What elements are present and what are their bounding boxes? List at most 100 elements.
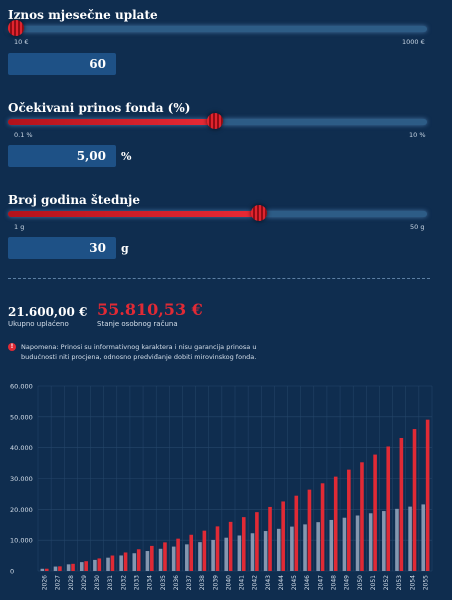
x-tick-label: 2029	[81, 575, 88, 590]
bar-balance	[425, 419, 430, 571]
bar-balance	[58, 566, 62, 571]
bar-balance	[399, 437, 404, 571]
y-tick-label: 10.000	[10, 537, 33, 545]
bar-paid	[263, 531, 268, 571]
bar-balance	[123, 552, 128, 571]
bar-balance	[307, 489, 312, 571]
y-tick-label: 40.000	[10, 444, 33, 452]
saving-years-unit: g	[121, 242, 129, 255]
x-tick-label: 2048	[331, 575, 338, 590]
saving-years-slider-fill	[8, 211, 260, 217]
x-tick-label: 2033	[134, 575, 141, 590]
bar-paid	[185, 544, 189, 571]
bar-balance	[97, 558, 102, 571]
bar-paid	[79, 562, 84, 571]
total-paid-value: 21.600,00 €	[8, 305, 88, 319]
x-tick-label: 2026	[42, 575, 49, 590]
bar-balance	[215, 526, 220, 571]
bar-paid	[158, 548, 163, 571]
x-tick-label: 2036	[173, 575, 180, 590]
bar-balance	[150, 545, 154, 571]
x-tick-label: 2034	[147, 575, 154, 590]
expected-return-slider-thumb[interactable]	[207, 113, 224, 129]
disclaimer-note: Napomena: Prinosi su informativnog karak…	[21, 343, 257, 361]
bar-paid	[316, 522, 320, 571]
expected-return-max-label: 10 %	[409, 131, 426, 139]
x-tick-label: 2041	[239, 575, 246, 590]
bar-paid	[382, 511, 386, 571]
bar-balance	[373, 454, 377, 571]
bar-paid	[329, 519, 334, 571]
bar-paid	[198, 542, 202, 571]
monthly-payment-slider-thumb[interactable]	[8, 20, 25, 36]
bar-balance	[228, 521, 233, 571]
x-tick-label: 2037	[186, 575, 193, 590]
x-tick-label: 2040	[225, 575, 232, 590]
bar-paid	[250, 533, 255, 571]
expected-return-slider-track[interactable]	[8, 113, 427, 129]
bar-paid	[290, 526, 294, 571]
account-balance-value: 55.810,53 €	[97, 300, 203, 319]
bar-balance	[294, 495, 299, 571]
bar-paid	[276, 528, 281, 571]
bar-paid	[211, 539, 215, 571]
slider-title-expected-return: Očekivani prinos fonda (%)	[8, 101, 191, 115]
bar-balance	[176, 538, 180, 571]
expected-return-min-label: 0.1 %	[14, 131, 33, 139]
saving-years-min-label: 1 g	[14, 223, 25, 231]
slider-title-saving-years: Broj godina štednje	[8, 193, 141, 207]
x-tick-label: 2027	[55, 575, 62, 590]
monthly-payment-max-label: 1000 €	[402, 38, 425, 46]
bar-paid	[132, 553, 137, 571]
savings-chart: 0 10.000 20.000 30.000 40.000 50.000 60.000 202…	[10, 383, 433, 590]
bar-paid	[171, 546, 176, 571]
x-tick-label: 2032	[120, 575, 127, 590]
bar-balance	[255, 512, 259, 571]
bar-balance	[268, 506, 272, 571]
x-tick-label: 2053	[396, 575, 403, 590]
bar-paid	[106, 557, 110, 571]
warning-icon: !	[8, 343, 16, 351]
bar-paid	[40, 568, 45, 571]
bar-paid	[224, 537, 229, 571]
x-tick-label: 2051	[370, 575, 377, 590]
x-tick-label: 2035	[160, 575, 167, 590]
account-balance-label: Stanje osobnog računa	[97, 320, 178, 328]
y-tick-label: 60.000	[10, 383, 33, 391]
bar-balance	[189, 534, 194, 571]
bar-balance	[333, 476, 338, 571]
bar-balance	[412, 429, 417, 571]
slider-title-monthly-payment: Iznos mjesečne uplate	[8, 8, 158, 22]
x-tick-label: 2055	[422, 575, 429, 590]
monthly-payment-slider-track[interactable]	[8, 20, 427, 36]
bar-paid	[368, 513, 373, 571]
bar-balance	[136, 549, 141, 571]
bar-balance	[360, 462, 364, 571]
x-tick-label: 2049	[344, 575, 351, 590]
bar-balance	[281, 501, 285, 571]
saving-years-max-label: 50 g	[410, 223, 425, 231]
x-tick-label: 2046	[304, 575, 311, 590]
x-tick-label: 2054	[409, 575, 416, 590]
bar-paid	[119, 555, 123, 571]
expected-return-slider-fill	[8, 119, 216, 125]
saving-years-slider-thumb[interactable]	[251, 205, 268, 221]
bar-balance	[386, 446, 391, 571]
y-tick-label: 30.000	[10, 475, 33, 483]
bar-balance	[84, 561, 88, 571]
bar-paid	[93, 559, 97, 571]
saving-years-input[interactable]: 30	[8, 237, 116, 259]
bar-paid	[342, 517, 347, 571]
bar-balance	[320, 483, 325, 571]
saving-years-slider-track[interactable]	[8, 205, 427, 221]
bar-paid	[53, 566, 58, 571]
x-tick-label: 2045	[291, 575, 298, 590]
bar-balance	[110, 555, 115, 571]
bar-balance	[241, 517, 246, 571]
x-tick-label: 2044	[278, 575, 285, 590]
bar-paid	[237, 535, 242, 571]
monthly-payment-input[interactable]: 60	[8, 53, 116, 75]
bar-paid	[145, 551, 150, 571]
monthly-payment-min-label: 10 €	[14, 38, 29, 46]
expected-return-input[interactable]: 5,00	[8, 145, 116, 167]
